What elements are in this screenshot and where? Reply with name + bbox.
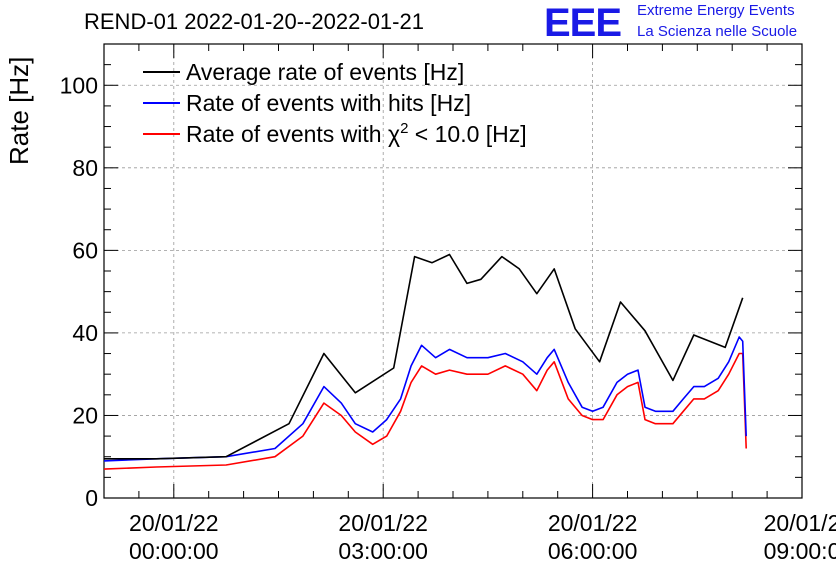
logo-line-1: Extreme Energy Events	[637, 2, 795, 19]
legend-label-average: Average rate of events [Hz]	[186, 59, 464, 85]
legend: Average rate of events [Hz] Rate of even…	[143, 59, 527, 147]
series-hits-line	[103, 336, 747, 462]
x-axis: 20/01/2200:00:0020/01/2203:00:0020/01/22…	[103, 44, 836, 564]
y-axis-label: Rate [Hz]	[4, 56, 34, 165]
y-axis: 0 20 40 60 80 100	[60, 43, 802, 511]
legend-label-hits: Rate of events with hits [Hz]	[186, 90, 471, 116]
x-tick-label-time: 09:00:0	[764, 538, 836, 564]
x-tick-label-time: 03:00:00	[338, 538, 428, 564]
x-tick-label-date: 20/01/22	[338, 510, 428, 536]
x-tick-label-date: 20/01/22	[548, 510, 638, 536]
y-tick-label: 0	[85, 485, 98, 511]
chart-title: REND-01 2022-01-20--2022-01-21	[84, 9, 424, 34]
y-tick-label: 40	[72, 320, 98, 346]
x-tick-label-date: 20/01/22	[129, 510, 219, 536]
y-tick-label: 60	[72, 237, 98, 263]
logo-line-2: La Scienza nelle Scuole	[637, 23, 798, 40]
y-tick-label: 20	[72, 402, 98, 428]
x-tick-label-time: 06:00:00	[548, 538, 638, 564]
series-chi2-line	[103, 352, 747, 470]
series-average-line	[104, 253, 744, 460]
x-tick-label-date: 20/01/2	[764, 510, 836, 536]
y-tick-label: 80	[72, 155, 98, 181]
eee-logo: EEE	[544, 1, 622, 45]
series-lines	[103, 253, 747, 470]
legend-label-chi2: Rate of events with χ2 < 10.0 [Hz]	[186, 120, 527, 147]
y-tick-label: 100	[60, 72, 98, 98]
x-tick-label-time: 00:00:00	[129, 538, 219, 564]
